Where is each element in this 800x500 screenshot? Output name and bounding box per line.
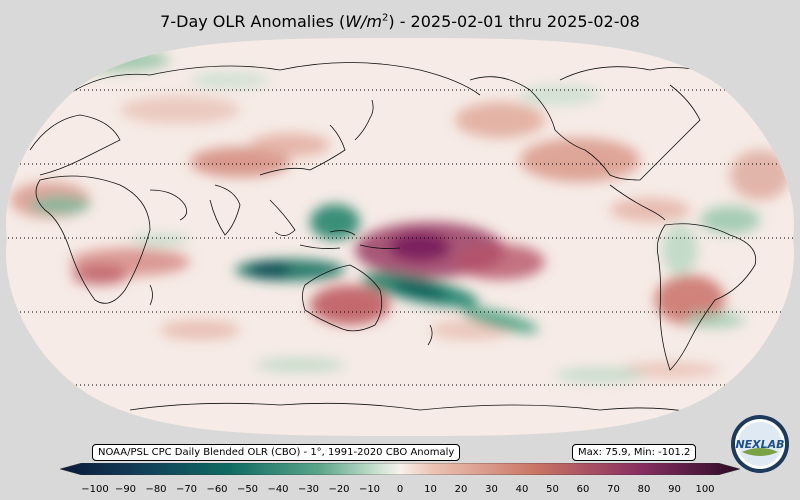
colorbar xyxy=(60,463,740,475)
colorbar-tick-label: 90 xyxy=(668,484,681,495)
colorbar-tick-label: 0 xyxy=(396,484,404,495)
colorbar-tick-label: −20 xyxy=(328,484,350,495)
colorbar-tick-label: 10 xyxy=(424,484,437,495)
page-title: 7-Day OLR Anomalies (W/m2) - 2025-02-01 … xyxy=(160,12,640,31)
nexlab-logo: NEXLAB xyxy=(731,415,789,473)
colorbar-tick-label: 40 xyxy=(515,484,529,495)
colorbar-tick-label: −50 xyxy=(236,484,259,495)
colorbar-tick-label: 30 xyxy=(485,484,498,495)
colorbar-tick-label: 20 xyxy=(454,484,468,495)
colorbar-tick-label: −100 xyxy=(81,484,109,495)
coastlines xyxy=(29,54,757,413)
colorbar-tick-label: 100 xyxy=(695,484,715,495)
colorbar-tick-label: −10 xyxy=(358,484,381,495)
colorbar-tick-label: 70 xyxy=(607,484,620,495)
colorbar-tick-label: −40 xyxy=(267,484,289,495)
colorbar-tick-label: 80 xyxy=(637,484,651,495)
source-label: NOAA/PSL CPC Daily Blended OLR (CBO) - 1… xyxy=(92,444,461,461)
colorbar-tick-label: −60 xyxy=(206,484,228,495)
colorbar-tick-label: −90 xyxy=(114,484,137,495)
colorbar-tick-label: −30 xyxy=(297,484,320,495)
colorbar-tick-label: −80 xyxy=(145,484,167,495)
max-min-stats: Max: 75.9, Min: -101.2 xyxy=(572,444,697,461)
colorbar-tick-label: 50 xyxy=(546,484,559,495)
logo-text: NEXLAB xyxy=(735,438,784,451)
latitude-gridlines xyxy=(5,89,795,386)
colorbar-tick-label: 60 xyxy=(576,484,590,495)
anomaly-field xyxy=(5,38,795,436)
colorbar-tick-label: −70 xyxy=(175,484,198,495)
